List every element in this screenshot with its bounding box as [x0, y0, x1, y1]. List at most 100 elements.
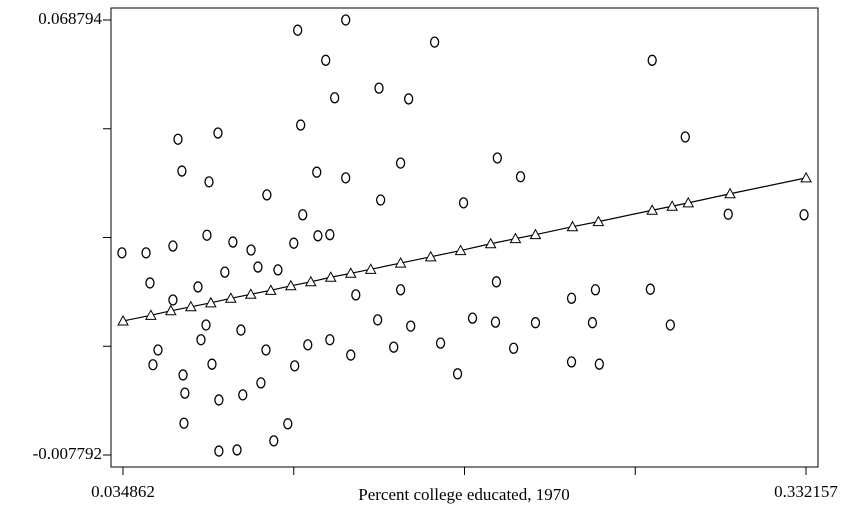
point	[375, 194, 386, 206]
fitted-point	[145, 309, 157, 320]
point	[236, 324, 246, 336]
point	[148, 359, 158, 371]
point	[490, 316, 501, 328]
point	[566, 292, 577, 304]
point	[458, 197, 469, 209]
point	[647, 54, 657, 66]
point	[117, 247, 127, 259]
point	[491, 276, 502, 288]
point	[180, 387, 190, 399]
point	[492, 152, 502, 164]
point	[214, 394, 224, 406]
point	[214, 445, 224, 457]
point	[406, 320, 416, 332]
fitted-point	[484, 237, 497, 249]
point	[303, 339, 313, 351]
fitted-point	[364, 263, 377, 274]
point	[452, 368, 463, 380]
fit-line	[122, 177, 807, 322]
fitted-point	[204, 296, 217, 308]
point	[467, 312, 478, 324]
point	[435, 337, 446, 349]
fitted-point	[724, 187, 736, 199]
fitted-point	[566, 220, 579, 232]
point	[177, 165, 187, 177]
point	[173, 133, 183, 145]
point	[153, 344, 163, 356]
fitted-point	[454, 244, 467, 256]
point	[341, 14, 351, 26]
x-tick-label: 0.332157	[774, 482, 838, 501]
point	[273, 264, 283, 276]
point	[262, 189, 272, 201]
point	[341, 172, 351, 184]
point	[193, 281, 203, 293]
point	[645, 283, 655, 295]
point	[799, 209, 809, 221]
fitted-point	[646, 204, 659, 215]
point	[723, 208, 733, 220]
point	[312, 166, 322, 178]
plot-frame	[110, 7, 819, 468]
point	[590, 284, 601, 296]
fitted-point	[682, 196, 695, 208]
point	[238, 389, 248, 401]
point	[325, 334, 335, 346]
fitted-point	[264, 284, 277, 295]
point	[680, 131, 690, 143]
point	[374, 82, 384, 94]
point	[196, 334, 206, 346]
point	[168, 240, 178, 252]
point	[321, 54, 331, 66]
point	[168, 294, 178, 306]
fitted-point	[244, 288, 257, 299]
point	[293, 24, 303, 36]
point	[207, 358, 217, 370]
fitted-point	[529, 228, 542, 240]
point	[220, 266, 230, 278]
point	[202, 229, 212, 241]
point	[530, 317, 541, 329]
point	[372, 314, 383, 326]
point	[269, 435, 279, 447]
point	[389, 341, 399, 353]
point	[429, 36, 440, 48]
point	[228, 236, 238, 248]
point	[145, 277, 155, 289]
point	[665, 319, 675, 331]
point	[283, 418, 293, 430]
point	[289, 237, 299, 249]
point	[204, 176, 214, 188]
fitted-point	[424, 250, 437, 262]
point	[566, 356, 577, 368]
point	[403, 93, 414, 105]
point	[246, 244, 256, 256]
point	[178, 369, 188, 381]
fitted-point	[284, 279, 297, 291]
y-tick-label: -0.007792	[33, 444, 102, 463]
point	[395, 284, 406, 296]
x-axis-label: Percent college educated, 1970	[358, 485, 569, 504]
point	[594, 358, 604, 370]
fitted-point	[224, 292, 237, 303]
point	[587, 317, 598, 329]
fitted-point	[117, 314, 129, 326]
point	[508, 342, 519, 354]
fitted-point	[394, 257, 407, 268]
point	[201, 319, 211, 331]
point	[253, 261, 263, 273]
point	[325, 229, 335, 241]
point	[313, 230, 323, 242]
fitted-point	[509, 232, 522, 244]
point	[290, 360, 300, 372]
fitted-point	[184, 300, 197, 312]
y-tick-label: 0.068794	[38, 9, 102, 28]
fitted-point	[324, 271, 337, 282]
point	[179, 417, 189, 429]
fitted-point	[666, 200, 679, 211]
point	[330, 92, 340, 104]
fitted-point	[344, 267, 357, 278]
fitted-point	[592, 215, 605, 227]
